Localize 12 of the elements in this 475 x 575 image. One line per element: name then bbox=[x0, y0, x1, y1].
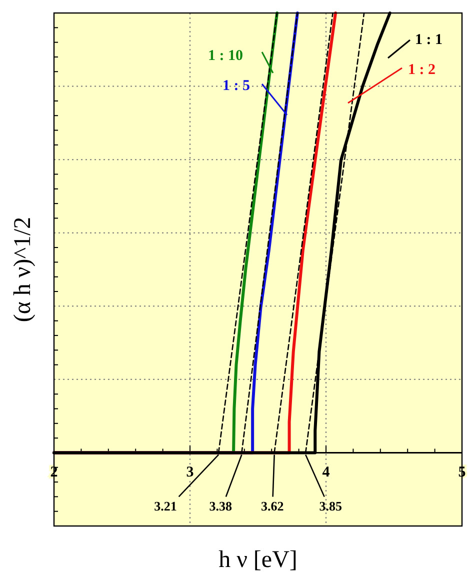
text: 1 : 5 bbox=[222, 78, 250, 94]
legend-label: 1 : 1 bbox=[415, 32, 442, 48]
series-label: 1 : 10 bbox=[208, 48, 243, 64]
x-tick-label: 3 bbox=[186, 464, 194, 481]
y-axis-title: (α h ν)^1/2 bbox=[10, 216, 36, 322]
x-tick-label: 4 bbox=[322, 464, 330, 481]
text: 1 : 2 bbox=[408, 62, 436, 78]
annotation: 3.38 bbox=[209, 498, 233, 514]
annotation: 3.62 bbox=[260, 498, 284, 514]
annotation: 3.21 bbox=[154, 498, 177, 514]
x-axis-title: h ν [eV] bbox=[218, 547, 298, 573]
annotation: 3.85 bbox=[319, 498, 342, 514]
